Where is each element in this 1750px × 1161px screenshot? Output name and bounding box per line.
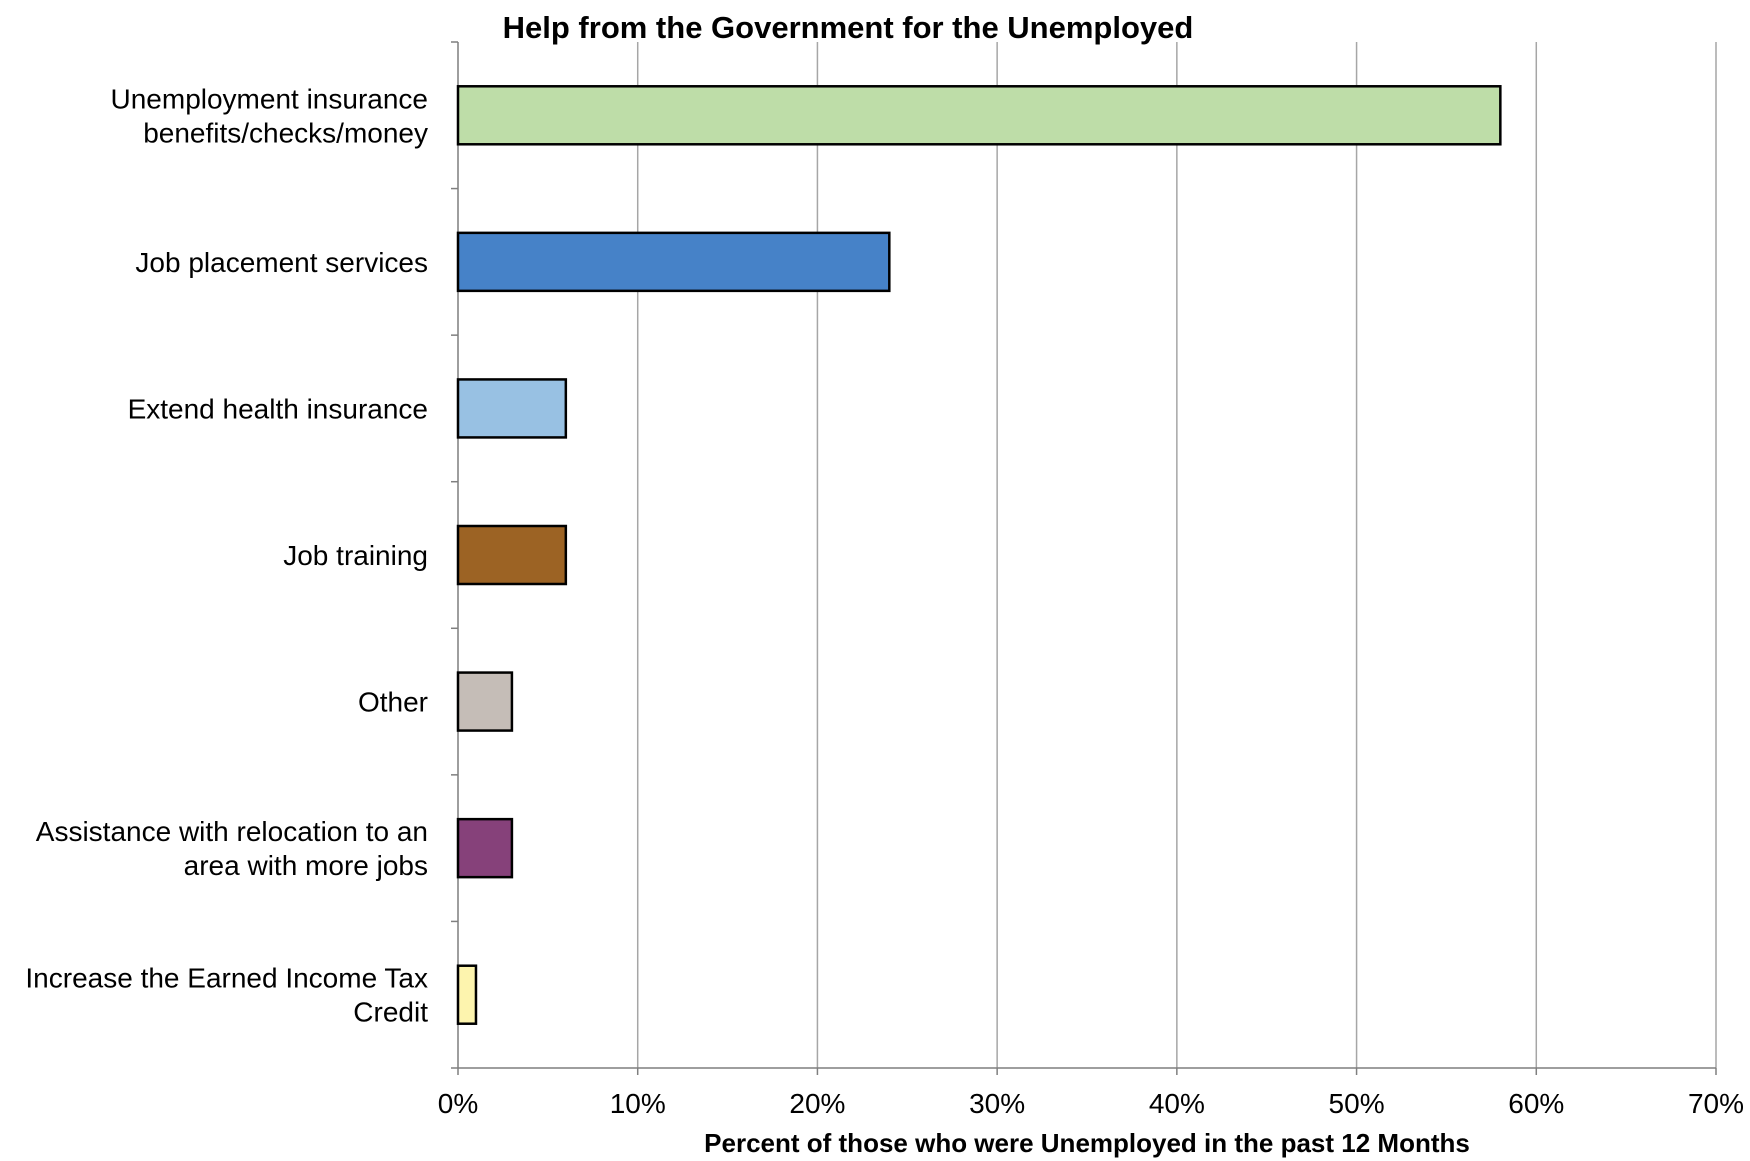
category-label: Assistance with relocation to an area wit…	[36, 816, 428, 881]
axes	[451, 42, 1716, 1075]
bar	[458, 673, 512, 731]
bar	[458, 819, 512, 877]
category-label: Job placement services	[135, 247, 428, 278]
x-tick-label: 70%	[1688, 1088, 1744, 1119]
bar	[458, 526, 566, 584]
x-tick-label: 10%	[610, 1088, 666, 1119]
bar	[458, 233, 889, 291]
x-tick-label: 40%	[1149, 1088, 1205, 1119]
chart-title: Help from the Government for the Unemplo…	[503, 10, 1194, 45]
category-label: Job training	[283, 540, 428, 571]
x-tick-label: 0%	[438, 1088, 478, 1119]
category-label: Other	[358, 687, 428, 718]
x-axis-title: Percent of those who were Unemployed in …	[704, 1128, 1470, 1158]
bar	[458, 86, 1500, 144]
x-tick-labels: 0% 10% 20% 30% 40% 50% 60% 70%	[438, 1088, 1744, 1119]
category-label: Unemployment insurance benefits/checks/mo…	[111, 83, 429, 148]
bar	[458, 379, 566, 437]
category-label: Increase the Earned Income Tax Credit	[25, 963, 428, 1028]
bar	[458, 966, 476, 1024]
x-tick-label: 60%	[1508, 1088, 1564, 1119]
gridlines	[638, 42, 1716, 1068]
x-tick-label: 50%	[1329, 1088, 1385, 1119]
x-tick-label: 20%	[789, 1088, 845, 1119]
category-label: Extend health insurance	[128, 393, 428, 424]
x-tick-label: 30%	[969, 1088, 1025, 1119]
bars	[458, 86, 1500, 1023]
category-labels: Unemployment insurance benefits/checks/mo…	[25, 83, 428, 1027]
